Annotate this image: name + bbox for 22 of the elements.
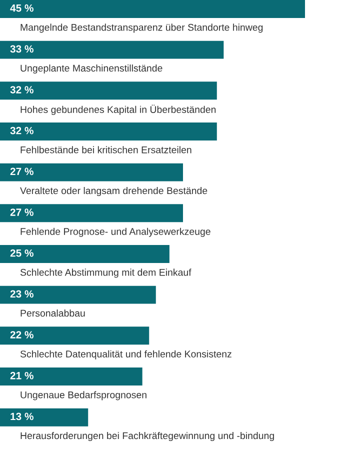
y-tick-label: Schlechte Abstimmung mit dem Einkauf — [20, 268, 192, 278]
data-label: 27 % — [10, 208, 34, 216]
data-label: 27 % — [10, 168, 34, 176]
data-label: 13 % — [10, 412, 34, 420]
y-tick-label: Personalabbau — [20, 309, 85, 317]
data-label: 32 % — [10, 86, 34, 94]
y-tick-label: Schlechte Datenqualität und fehlende Konsistenz — [20, 350, 232, 360]
y-tick-label: Ungenaue Bedarfsprognosen — [20, 391, 146, 400]
y-tick-label: Veraltete oder langsam drehende Bestände — [20, 186, 208, 196]
y-tick-label: Fehlbestände bei kritischen Ersatzteilen — [20, 146, 192, 154]
data-label: 45 % — [10, 4, 34, 12]
data-label: 25 % — [10, 249, 34, 257]
y-tick-label: Mangelnde Bestandstransparenz über Standorte hinweg — [20, 24, 263, 33]
y-tick-label: Hohes gebundenes Kapital in Überbeständen — [20, 104, 216, 115]
data-label: 32 % — [10, 126, 34, 134]
data-label: 21 % — [10, 372, 34, 380]
y-tick-label: Ungeplante Maschinenstillstände — [20, 64, 162, 74]
y-tick-label: Fehlende Prognose- und Analysewerkzeuge — [20, 228, 210, 237]
data-label: 23 % — [10, 290, 34, 298]
data-label: 22 % — [10, 331, 34, 338]
y-tick-label: Herausforderungen bei Fachkräftegewinnung und -bindung — [20, 432, 274, 442]
data-label: 33 % — [10, 45, 34, 53]
